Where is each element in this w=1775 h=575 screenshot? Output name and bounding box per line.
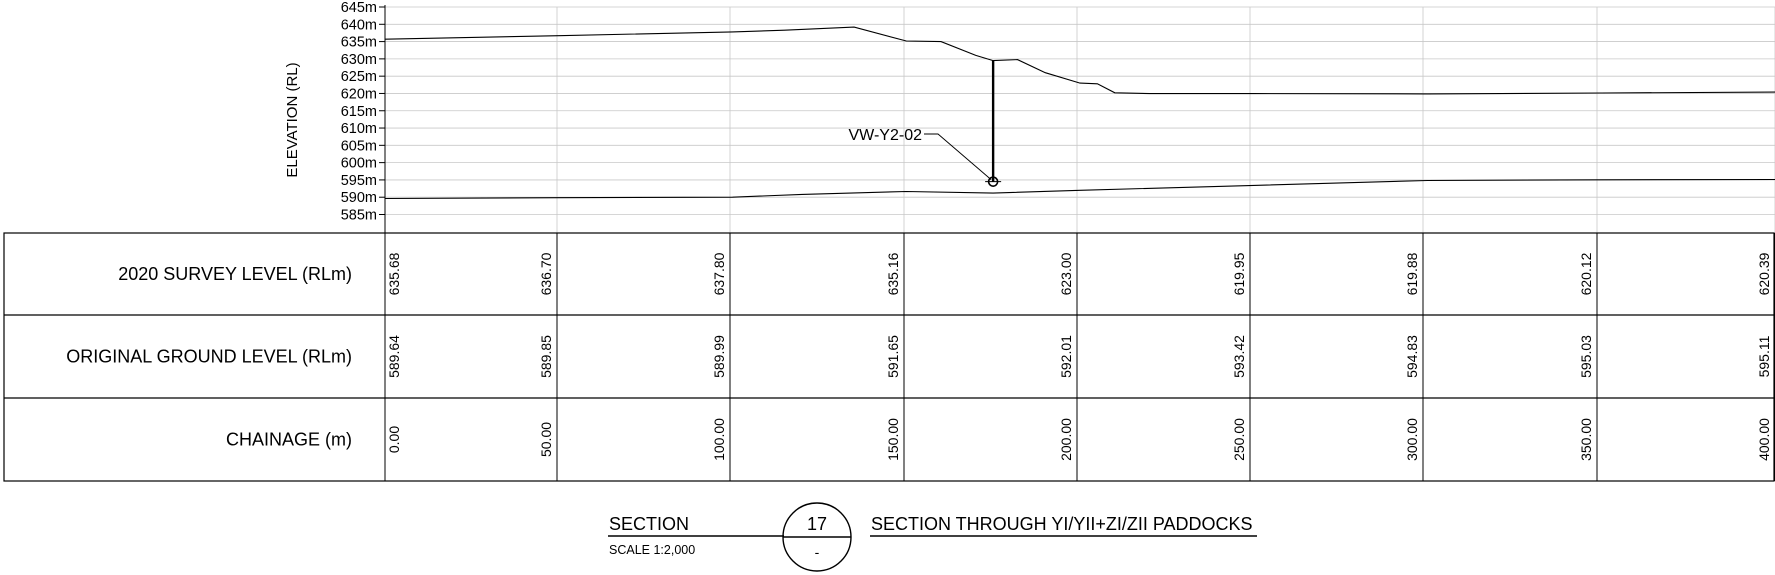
y-tick-label: 620m [341,86,377,102]
table-cell-value: 635.68 [386,252,402,295]
y-tick-label: 640m [341,17,377,33]
title-block: SECTION SCALE 1:2,000 17 - SECTION THROU… [608,502,1257,572]
table-cell-value: 589.99 [711,335,727,378]
table-cell-value: 350.00 [1578,418,1594,461]
table-cell-value: 250.00 [1231,418,1247,461]
table-row-label: CHAINAGE (m) [226,430,352,450]
table-cell-value: 592.01 [1058,335,1074,378]
table-cell-value: 594.83 [1404,335,1420,378]
y-tick-label: 605m [341,138,377,154]
y-tick-label: 625m [341,69,377,85]
table-cell-value: 595.03 [1578,335,1594,378]
table-cell-value: 200.00 [1058,418,1074,461]
original-ground-line [384,178,1775,200]
y-tick-label: 645m [341,0,377,16]
table-row-label: 2020 SURVEY LEVEL (RLm) [118,264,352,284]
table-cell-value: 150.00 [885,418,901,461]
table-cell-value: 593.42 [1231,335,1247,378]
table-cell-value: 400.00 [1756,418,1772,461]
y-tick-label: 635m [341,35,377,51]
table-cell-value: 637.80 [711,252,727,295]
table-cell-value: 623.00 [1058,252,1074,295]
table-cell-value: 619.95 [1231,252,1247,295]
table-cell-value: 620.39 [1756,252,1772,295]
table-cell-value: 591.65 [885,335,901,378]
table-cell-value: 620.12 [1578,252,1594,295]
elevation-grid [384,6,1775,233]
table-cell-value: 0.00 [386,426,402,453]
data-table: 2020 SURVEY LEVEL (RLm) 635.68 636.70 637.8… [3,232,1775,482]
section-label: SECTION [609,514,689,534]
y-tick-label: 585m [341,208,377,224]
table-frame [3,232,1775,482]
elevation-axis-label: ELEVATION (RL) [284,62,301,177]
table-cell-value: 589.85 [538,335,554,378]
sheet-reference: - [815,544,820,560]
annotation-leader [924,133,992,180]
table-cell-value: 595.11 [1756,335,1772,377]
table-cell-value: 619.88 [1404,252,1420,295]
y-tick-label: 590m [341,190,377,206]
survey-level-line [384,26,1775,95]
y-tick-label: 600m [341,156,377,172]
table-cell-value: 589.64 [386,335,402,378]
table-cell-value: 300.00 [1404,418,1420,461]
table-row-label: ORIGINAL GROUND LEVEL (RLm) [66,347,352,367]
y-tick-label: 610m [341,121,377,137]
y-tick-label: 615m [341,104,377,120]
table-cell-value: 100.00 [711,418,727,461]
section-title: SECTION THROUGH YI/YII+ZI/ZII PADDOCKS [871,514,1253,534]
borehole-label: VW-Y2-02 [848,127,922,144]
table-cell-value: 635.16 [885,252,901,295]
section-number: 17 [807,514,827,534]
table-cell-value: 636.70 [538,252,554,295]
profile-lines [384,26,1775,200]
y-tick-label: 595m [341,173,377,189]
scale-text: SCALE 1:2,000 [609,543,695,557]
table-cell-value: 50.00 [538,422,554,457]
annotation-layer: VW-Y2-02 [848,60,1002,187]
y-tick-label: 630m [341,52,377,68]
